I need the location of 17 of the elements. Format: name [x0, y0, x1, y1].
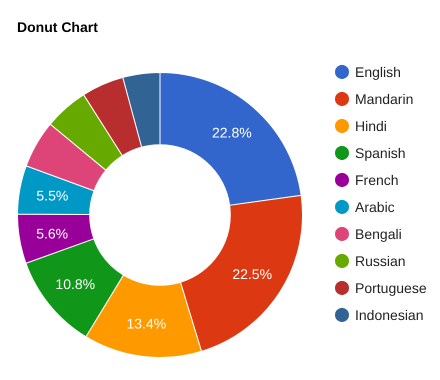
- data-label: 5.5%: [36, 188, 68, 204]
- legend-label: French: [355, 172, 399, 188]
- legend-label: English: [355, 64, 401, 80]
- legend-label: Mandarin: [355, 91, 414, 107]
- data-label: 10.8%: [55, 276, 96, 292]
- legend-label: Indonesian: [355, 307, 424, 323]
- data-label: 22.8%: [212, 124, 252, 140]
- legend-label: Russian: [355, 253, 406, 269]
- legend-label: Portuguese: [355, 280, 427, 296]
- legend-label: Bengali: [355, 226, 402, 242]
- legend-label: Hindi: [355, 118, 387, 134]
- chart-title: Donut Chart: [17, 19, 98, 35]
- data-label: 5.6%: [36, 225, 68, 242]
- data-label: 13.4%: [126, 316, 166, 332]
- legend-label: Spanish: [355, 145, 406, 161]
- data-label: 22.5%: [232, 266, 272, 282]
- legend-label: Arabic: [355, 199, 395, 215]
